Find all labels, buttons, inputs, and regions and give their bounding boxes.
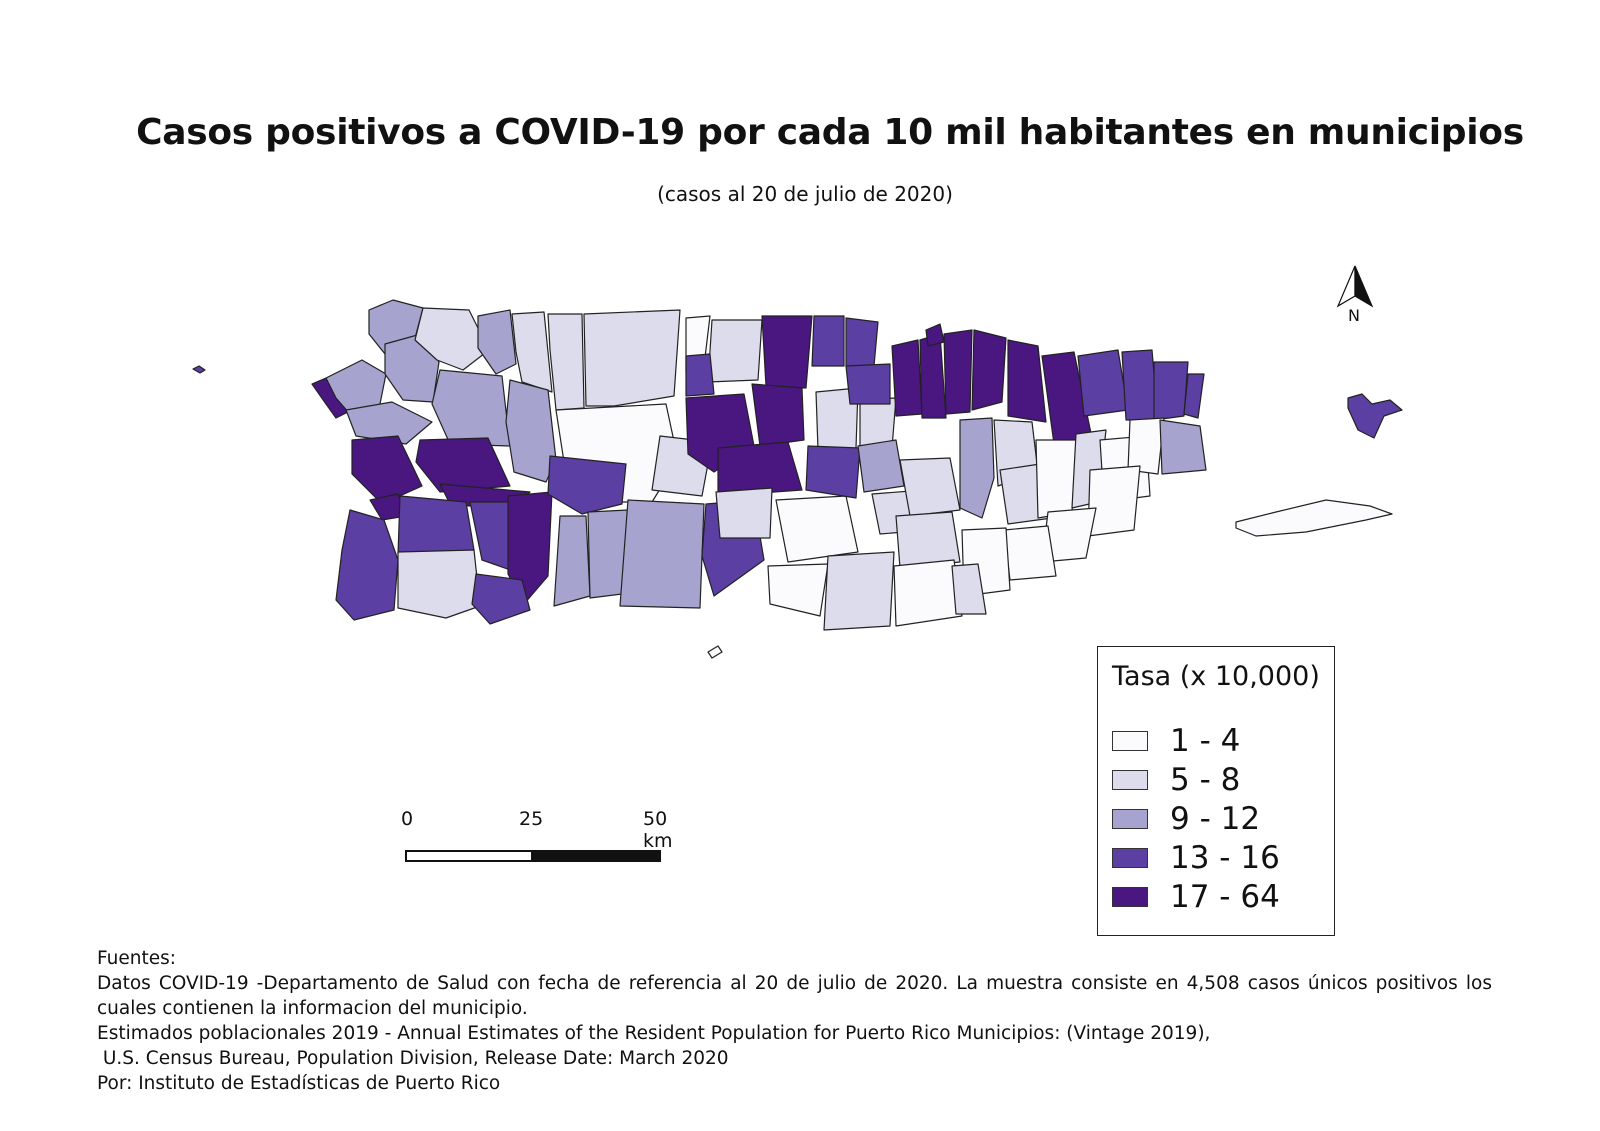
municipio-florida	[685, 353, 715, 397]
municipio-hatillo	[547, 313, 585, 411]
municipio-yauco	[507, 491, 553, 605]
municipio-ponce	[619, 499, 705, 609]
municipio-santa-isabel	[767, 563, 829, 617]
municipio-bayamon	[919, 333, 947, 419]
municipio-orocovis	[717, 441, 803, 497]
legend-swatch	[1112, 770, 1148, 790]
municipio-rio-grande	[1121, 349, 1159, 421]
legend-item: 5 - 8	[1112, 762, 1240, 798]
map-title: Casos positivos a COVID-19 por cada 10 m…	[136, 112, 1524, 153]
municipio-juana-diaz	[715, 487, 773, 539]
municipio-humacao	[1087, 465, 1141, 537]
legend-item: 17 - 64	[1112, 879, 1280, 915]
legend-label: 5 - 8	[1170, 762, 1241, 798]
municipio-arecibo	[583, 309, 681, 407]
municipio-mayaguez	[351, 435, 423, 505]
municipio-cidra	[899, 457, 961, 517]
sources-line-2: Estimados poblacionales 2019 - Annual Es…	[97, 1023, 1211, 1044]
municipio-guanica	[471, 573, 531, 625]
municipio-carolina	[1007, 339, 1047, 423]
sources-line-1: Datos COVID-19 -Departamento de Salud co…	[97, 973, 1492, 1019]
municipio-dorado	[845, 317, 879, 367]
scale-bar: 0 25 50 km	[397, 808, 697, 868]
scale-bar-segment-black	[531, 850, 661, 862]
map-subtitle: (casos al 20 de julio de 2020)	[657, 182, 953, 206]
legend-swatch	[1112, 731, 1148, 751]
legend-swatch	[1112, 887, 1148, 907]
municipio-cayey	[895, 511, 961, 569]
municipio-camuy	[511, 311, 553, 393]
legend: Tasa (x 10,000) 1 - 4 5 - 8 9 - 12 13 - …	[1097, 646, 1335, 936]
municipio-vega-baja	[761, 315, 813, 389]
municipio-fajardo	[1183, 373, 1205, 419]
municipio-guayanilla	[553, 515, 591, 607]
municipio-san-sebastian	[431, 369, 511, 447]
municipio-maunabo	[1003, 525, 1057, 581]
legend-label: 9 - 12	[1170, 801, 1261, 837]
municipio-loiza	[1077, 349, 1129, 417]
municipio-san-german	[397, 495, 475, 555]
legend-title: Tasa (x 10,000)	[1112, 661, 1320, 692]
municipio-comerio	[857, 439, 905, 493]
municipio-adjuntas	[547, 455, 627, 515]
scale-bar-segment-white	[405, 850, 535, 862]
legend-label: 17 - 64	[1170, 879, 1280, 915]
municipio-coamo	[775, 495, 859, 563]
legend-swatch	[1112, 848, 1148, 868]
municipio-arroyo	[951, 563, 987, 615]
municipio-salinas	[823, 551, 895, 631]
municipio-luquillo	[1153, 361, 1189, 421]
scale-label-25: 25	[519, 808, 544, 830]
municipio-guaynabo	[943, 329, 973, 415]
municipio-san-juan	[971, 329, 1007, 411]
vieques-island	[1235, 499, 1393, 537]
legend-item: 1 - 4	[1112, 723, 1240, 759]
mona-island	[192, 365, 206, 374]
municipio-catano	[925, 323, 945, 347]
north-arrow-icon	[1336, 265, 1374, 308]
municipio-anasco	[345, 401, 433, 445]
legend-swatch	[1112, 809, 1148, 829]
municipio-guayama	[893, 559, 963, 627]
sources-line-3: U.S. Census Bureau, Population Division,…	[97, 1048, 729, 1069]
legend-label: 13 - 16	[1170, 840, 1280, 876]
municipio-cabo-rojo	[335, 509, 399, 621]
legend-item: 13 - 16	[1112, 840, 1280, 876]
legend-item: 9 - 12	[1112, 801, 1260, 837]
municipio-barranquitas	[805, 445, 861, 499]
municipio-manati	[707, 319, 763, 383]
north-arrow-label: N	[1348, 306, 1360, 325]
sources-heading: Fuentes:	[97, 948, 176, 969]
municipio-morovis	[751, 383, 805, 447]
municipio-ceiba	[1159, 419, 1207, 475]
municipio-isabela	[414, 307, 490, 371]
scale-label-50: 50 km	[643, 808, 673, 852]
municipio-san-lorenzo	[1035, 439, 1077, 519]
municipio-toa-alta	[845, 363, 891, 405]
sources-line-4: Por: Instituto de Estadísticas de Puerto…	[97, 1073, 501, 1094]
municipio-toa-baja	[891, 339, 923, 417]
culebra-island	[1347, 393, 1403, 439]
municipio-vega-alta	[811, 315, 845, 367]
caja-de-muerto-island	[707, 645, 723, 659]
sources-note: Fuentes: Datos COVID-19 -Departamento de…	[97, 946, 1492, 1096]
legend-label: 1 - 4	[1170, 723, 1241, 759]
municipio-naguabo	[1127, 417, 1165, 475]
municipio-lares	[505, 379, 557, 483]
municipio-quebradillas	[477, 309, 517, 375]
municipio-lajas	[397, 549, 481, 619]
municipio-aguas-buenas	[959, 417, 995, 519]
scale-label-0: 0	[401, 808, 414, 830]
